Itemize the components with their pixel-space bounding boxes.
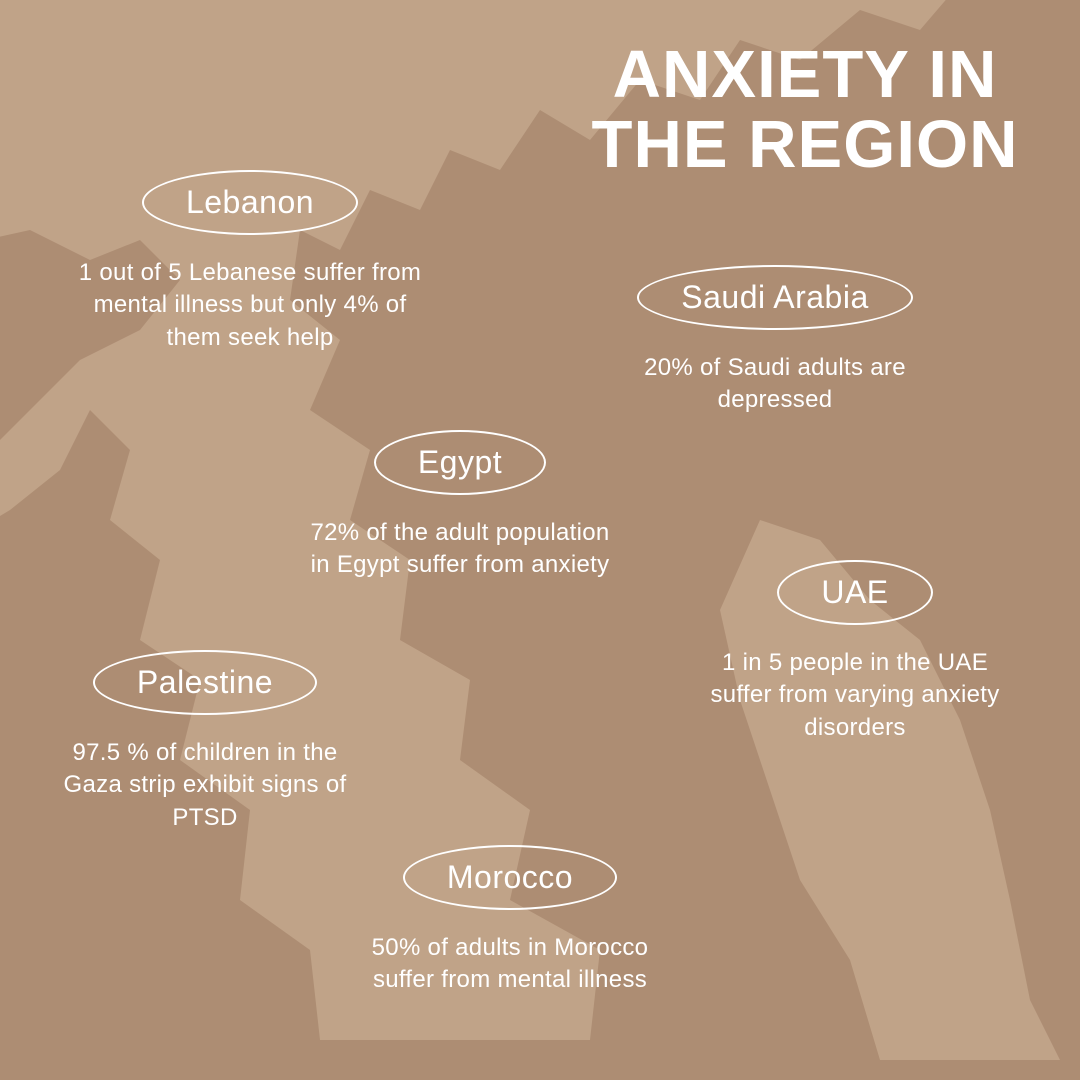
page-title: ANXIETY IN THE REGION <box>570 40 1040 181</box>
callout-desc-palestine: 97.5 % of children in the Gaza strip exh… <box>55 737 355 834</box>
callout-label-uae: UAE <box>777 560 932 625</box>
callout-egypt: Egypt 72% of the adult population in Egyp… <box>310 430 610 582</box>
callout-label-palestine: Palestine <box>93 650 317 715</box>
callout-saudi: Saudi Arabia 20% of Saudi adults are depr… <box>610 265 940 417</box>
callout-desc-saudi: 20% of Saudi adults are depressed <box>610 352 940 417</box>
callout-palestine: Palestine 97.5 % of children in the Gaza … <box>55 650 355 834</box>
callout-label-morocco: Morocco <box>403 845 617 910</box>
callout-desc-uae: 1 in 5 people in the UAE suffer from var… <box>700 647 1010 744</box>
title-line-2: THE REGION <box>570 110 1040 180</box>
callout-desc-morocco: 50% of adults in Morocco suffer from men… <box>360 932 660 997</box>
callout-morocco: Morocco 50% of adults in Morocco suffer f… <box>360 845 660 997</box>
callout-label-saudi: Saudi Arabia <box>637 265 912 330</box>
callout-label-lebanon: Lebanon <box>142 170 358 235</box>
callout-desc-egypt: 72% of the adult population in Egypt suf… <box>310 517 610 582</box>
content-layer: ANXIETY IN THE REGION Lebanon 1 out of 5 … <box>0 0 1080 1080</box>
callout-desc-lebanon: 1 out of 5 Lebanese suffer from mental i… <box>70 257 430 354</box>
callout-label-egypt: Egypt <box>374 430 546 495</box>
title-line-1: ANXIETY IN <box>570 40 1040 110</box>
callout-uae: UAE 1 in 5 people in the UAE suffer from … <box>700 560 1010 744</box>
callout-lebanon: Lebanon 1 out of 5 Lebanese suffer from m… <box>70 170 430 354</box>
